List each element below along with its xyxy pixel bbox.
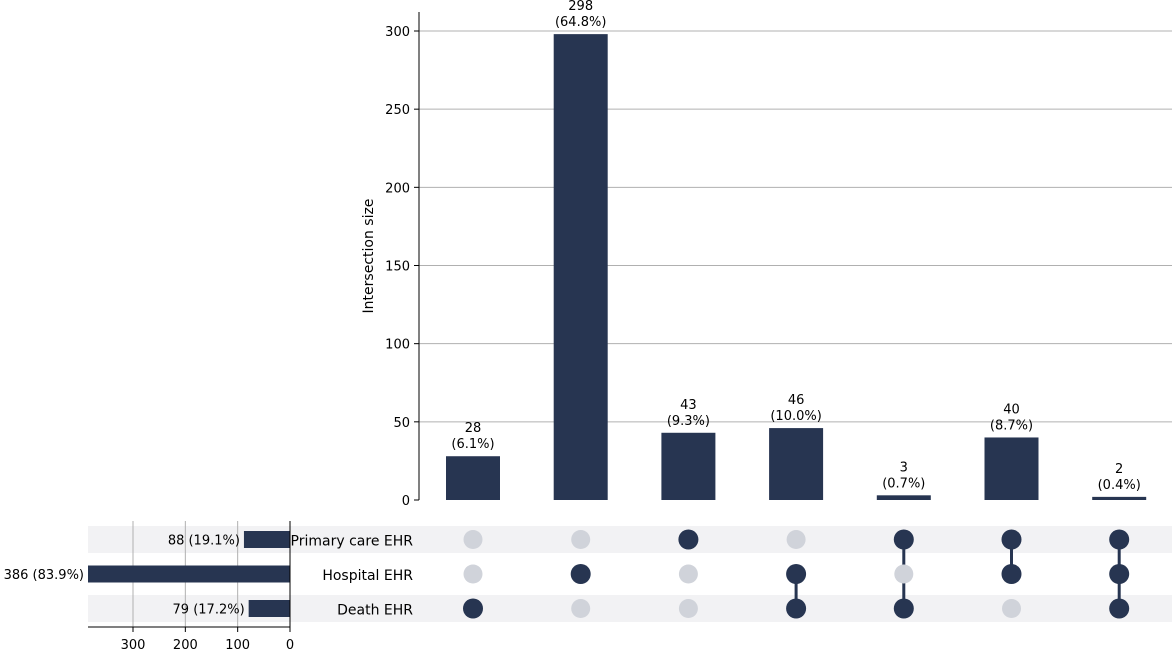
bar-percent-label: (8.7%) <box>990 418 1033 433</box>
matrix-dot-active <box>786 598 807 619</box>
y-axis-label: Intersection size <box>361 199 377 314</box>
matrix-dot-active <box>893 529 914 550</box>
intersection-bar <box>1092 496 1147 500</box>
intersection-bar <box>984 437 1039 500</box>
matrix-dot-active <box>1109 598 1130 619</box>
membership-matrix <box>463 529 1130 619</box>
bar-percent-label: (6.1%) <box>451 437 494 452</box>
set-size-label: 79 (17.2%) <box>173 603 245 618</box>
bar-percent-label: (0.7%) <box>882 476 925 491</box>
bar-percent-label: (10.0%) <box>770 409 821 424</box>
set-size-bar <box>248 600 290 617</box>
matrix-dot-inactive <box>463 530 483 549</box>
set-size-x-axis: 300 200 100 0 <box>88 521 294 651</box>
matrix-dot-active <box>893 598 914 619</box>
matrix-dot-active <box>1109 529 1130 550</box>
set-size-labels: 88 (19.1%) 386 (83.9%) 79 (17.2%) <box>4 534 245 618</box>
set-size-label: 88 (19.1%) <box>168 534 240 549</box>
matrix-row-bands <box>88 526 1172 622</box>
matrix-dot-inactive <box>571 599 591 618</box>
y-tick-label: 150 <box>385 260 410 275</box>
set-size-bar <box>243 531 290 548</box>
intersection-bar <box>769 428 824 500</box>
matrix-dot-inactive <box>678 599 698 618</box>
bar-count-label: 46 <box>788 393 805 408</box>
intersection-bars <box>446 34 1147 500</box>
x-tick-label: 100 <box>225 638 250 651</box>
intersection-bar <box>446 456 500 500</box>
intersection-bar <box>661 432 716 500</box>
matrix-dot-active <box>463 598 483 619</box>
set-names: Primary care EHR Hospital EHR Death EHR <box>291 534 414 619</box>
set-size-bars <box>88 531 290 617</box>
matrix-dot-active <box>1109 564 1130 584</box>
intersection-bar <box>553 34 608 500</box>
set-name: Hospital EHR <box>322 568 413 584</box>
y-tick-label: 200 <box>385 181 410 196</box>
bar-percent-label: (0.4%) <box>1098 478 1141 493</box>
matrix-dot-active <box>570 564 591 584</box>
matrix-dot-active <box>678 529 699 550</box>
intersection-y-axis: Intersection size 0 50 100 150 200 250 300 <box>361 12 420 509</box>
set-name: Death EHR <box>337 603 413 619</box>
y-tick-label: 0 <box>402 494 410 509</box>
matrix-dot-inactive <box>463 564 483 584</box>
set-size-label: 386 (83.9%) <box>4 568 84 583</box>
intersection-bar <box>876 495 931 500</box>
y-tick-label: 50 <box>393 416 410 431</box>
set-name: Primary care EHR <box>291 534 414 550</box>
bar-count-label: 40 <box>1003 402 1020 417</box>
bar-percent-label: (64.8%) <box>555 15 606 30</box>
bar-count-label: 28 <box>465 421 482 436</box>
x-tick-label: 300 <box>121 638 146 651</box>
matrix-dot-inactive <box>1002 599 1021 618</box>
matrix-dot-inactive <box>678 564 698 584</box>
intersection-bar-labels: 28(6.1%) 298(64.8%) 43(9.3%) 46(10.0%) 3(0.7… <box>451 0 1140 493</box>
bar-count-label: 298 <box>568 0 593 14</box>
matrix-dot-inactive <box>786 530 806 549</box>
y-tick-label: 300 <box>385 25 410 40</box>
y-tick-label: 250 <box>385 103 410 118</box>
matrix-dot-inactive <box>571 530 591 549</box>
bar-count-label: 43 <box>680 398 697 413</box>
x-tick-label: 200 <box>173 638 198 651</box>
matrix-dot-active <box>1001 564 1022 584</box>
matrix-dot-active <box>786 564 807 584</box>
y-tick-label: 100 <box>385 338 410 353</box>
bar-count-label: 2 <box>1115 462 1123 477</box>
matrix-dot-active <box>1001 529 1022 550</box>
x-tick-label: 0 <box>286 638 294 651</box>
bar-count-label: 3 <box>900 460 908 475</box>
set-size-bar <box>88 565 290 583</box>
matrix-dot-inactive <box>894 564 914 584</box>
bar-percent-label: (9.3%) <box>667 414 710 429</box>
